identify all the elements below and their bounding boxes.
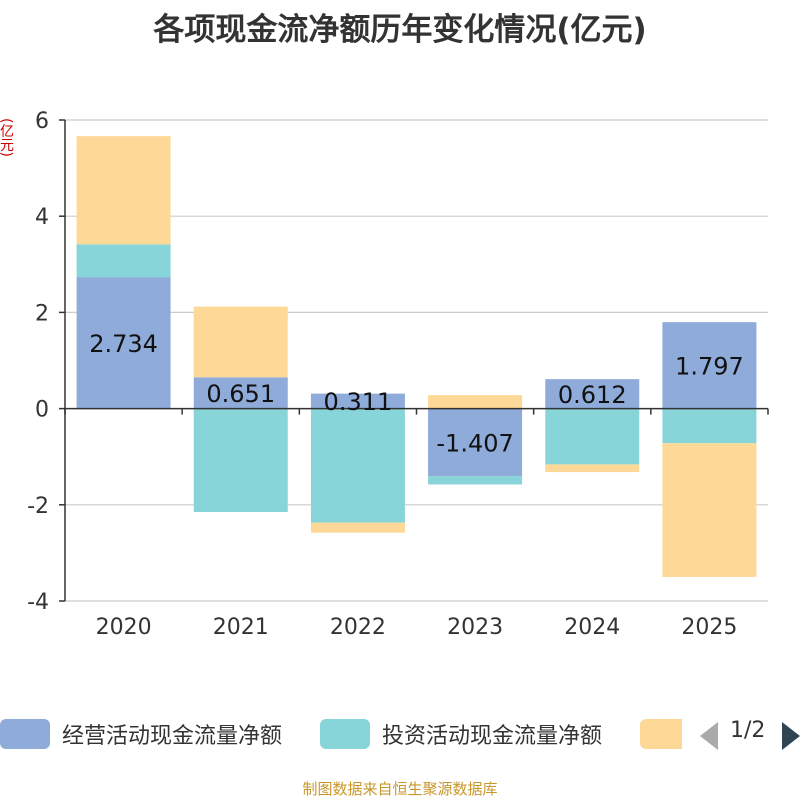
bar-2022-series-2 — [310, 522, 405, 533]
bar-2023-series-2 — [428, 395, 523, 409]
bar-2021-series-0 — [193, 377, 288, 409]
chart-canvas: 6 4 2 0 -2 -4 2020 2021 2022 2023 2024 2025 2.734 0.… — [27, 109, 769, 640]
y-tick-label: 0 — [35, 398, 49, 423]
y-tick-label: -4 — [27, 590, 49, 615]
bar-2025-series-1 — [662, 408, 757, 444]
bar-2022-series-1 — [310, 408, 405, 523]
legend-swatch-investing — [320, 719, 370, 749]
legend-swatch-financing — [640, 719, 682, 749]
chart-title: 各项现金流净额历年变化情况(亿元) — [153, 12, 647, 48]
bar-2024-series-2 — [545, 464, 640, 473]
legend-label-investing: 投资活动现金流量净额 — [382, 724, 603, 749]
bar-2020-series-2 — [76, 136, 171, 245]
source-note: 制图数据来自恒生聚源数据库 — [302, 780, 498, 798]
bar-2021-series-2 — [193, 306, 288, 378]
data-label-2022: 0.311 — [324, 388, 393, 416]
legend-item-operating[interactable]: 经营活动现金流量净额 — [0, 716, 282, 752]
bar-2024-series-0 — [545, 379, 640, 409]
bar-2020-series-1 — [76, 244, 171, 278]
y-tick-label: 2 — [35, 301, 49, 326]
bar-2025-series-0 — [662, 322, 757, 409]
bar-2022-series-0 — [310, 393, 405, 409]
legend-next-page-icon[interactable] — [782, 722, 800, 750]
bar-2021-series-1 — [193, 408, 288, 513]
legend-prev-page-icon[interactable] — [700, 722, 718, 750]
y-tick-label: 6 — [35, 109, 49, 134]
bar-2023-series-0 — [428, 408, 523, 477]
data-label-2021: 0.651 — [206, 380, 275, 408]
data-label-2025: 1.797 — [675, 352, 744, 380]
bar-2020-series-0 — [76, 277, 171, 409]
y-axis-unit: (亿元) — [0, 118, 14, 157]
legend-label-operating: 经营活动现金流量净额 — [62, 724, 283, 749]
x-tick-label-2024: 2024 — [564, 615, 620, 640]
data-label-2024: 0.612 — [558, 381, 627, 409]
legend-item-investing[interactable]: 投资活动现金流量净额 — [320, 716, 602, 752]
x-tick-label-2025: 2025 — [681, 615, 737, 640]
x-tick-label-2023: 2023 — [447, 615, 503, 640]
data-label-2020: 2.734 — [89, 330, 158, 358]
legend: 经营活动现金流量净额 投资活动现金流量净额 — [0, 716, 800, 752]
y-tick-label: 4 — [35, 205, 49, 230]
legend-page-indicator: 1/2 — [730, 718, 766, 743]
y-tick-label: -2 — [27, 494, 49, 519]
bar-2025-series-2 — [662, 443, 757, 577]
bar-2024-series-1 — [545, 408, 640, 465]
legend-item-financing[interactable] — [640, 716, 682, 752]
bar-2023-series-1 — [428, 476, 523, 485]
x-tick-label-2021: 2021 — [213, 615, 269, 640]
x-tick-label-2020: 2020 — [96, 615, 152, 640]
legend-swatch-operating — [0, 719, 50, 749]
data-label-2023: -1.407 — [436, 429, 513, 457]
x-tick-label-2022: 2022 — [330, 615, 386, 640]
